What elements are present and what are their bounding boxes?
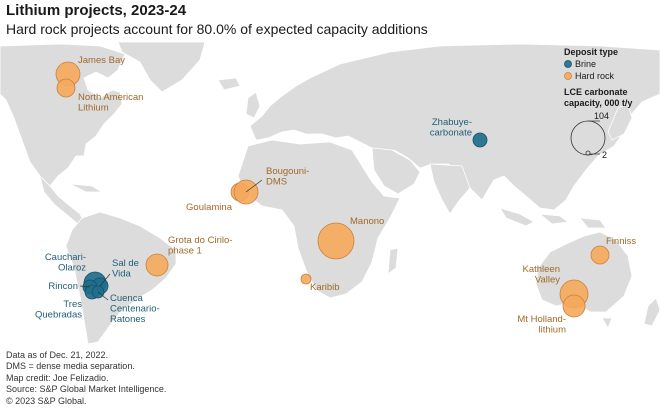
bubble-grota-do-cirilo[interactable] [145,253,169,277]
legend-size-large-label: 104 [594,111,609,121]
footer-notes: Data as of Dec. 21, 2022. DMS = dense me… [6,350,166,407]
landmass-india [429,163,471,215]
legend-deposit-heading: Deposit type [564,47,618,57]
landmass-arabia [371,147,421,195]
landmass-uk [245,91,261,119]
leader-sal-de-vida [99,273,111,287]
legend-capacity-heading-1: LCE carbonate [564,87,628,97]
landmass-africa [237,139,401,299]
leader-lines [79,179,263,301]
label-tres-quebradas: Tres Quebradas [35,299,82,321]
label-grota: Grota do Cirilo-phase 1 [168,235,232,257]
landmass-tasmania [601,317,613,329]
legend-brine-label: Brine [575,59,596,69]
leader-bougouni [245,179,263,193]
footer-line: © 2023 S&P Global. [6,395,87,406]
footer-line: Source: S&P Global Market Intelligence. [6,384,167,395]
legend: Deposit type Brine Hard rock LCE carbona… [564,47,632,160]
label-mt-holland: Mt Holland-lithium [517,314,566,336]
legend-hardrock-label: Hard rock [575,71,615,81]
footer-line: Map credit: Joe Felizadio. [6,372,109,383]
legend-size-small [585,150,591,156]
legend-hardrock-swatch [564,72,572,80]
bubble-north-american-lithium[interactable] [56,78,76,98]
bubble-karibib[interactable] [300,273,312,285]
label-cauchari-olaroz: Cauchari-Olaroz [45,252,86,274]
label-rincon: Rincon [48,281,78,292]
map-subtitle: Hard rock projects account for 80.0% of … [6,21,428,37]
landmass-indonesia [499,207,607,229]
label-zhabuye: Zhabuye-carbonate [430,117,472,139]
bubble-finniss[interactable] [590,245,610,265]
landmass-japan [607,103,633,141]
landmass-eurasia [249,43,660,211]
landmass-new-zealand [643,297,660,327]
label-finniss: Finniss [606,236,636,247]
landmass-central-america [39,174,85,225]
bubble-manono[interactable] [317,222,355,260]
label-kathleen-valley: Kathleen Valley [522,264,560,286]
label-goulamina: Goulamina [186,202,233,213]
landmass-caribbean [69,183,104,193]
project-bubbles [55,61,610,318]
label-bougouni: Bougouni-DMS [266,166,309,188]
landmass-north-america [0,43,126,187]
landmasses [0,41,660,345]
label-james-bay: James Bay [78,55,125,66]
leader-rincon [79,285,91,288]
legend-capacity-heading-2: capacity, 000 t/y [564,98,632,108]
landmass-iceland [217,77,241,91]
bubble-zhabuye[interactable] [472,132,488,148]
landmass-greenland [117,41,206,93]
label-cuenca: Cuenca Centenario-Ratones [110,293,160,325]
world-map: James Bay North American Lithium Zhabuye-… [0,41,660,345]
label-sal-de-vida: Sal de Vida [112,258,139,280]
map-title: Lithium projects, 2023-24 [6,2,187,19]
label-north-american-lithium: North American Lithium [78,92,143,114]
footer-line: DMS = dense media separation. [6,361,135,372]
leader-cuenca [97,291,109,301]
footer-line: Data as of Dec. 21, 2022. [6,350,109,360]
bubble-mt-holland[interactable] [562,294,586,318]
label-manono: Manono [350,216,384,227]
legend-size-small-label: 2 [602,150,607,160]
landmass-madagascar [387,247,399,275]
landmass-south-america [65,211,177,345]
legend-brine-swatch [564,60,572,68]
label-karibib: Karibib [310,282,340,293]
project-labels: James Bay North American Lithium Zhabuye-… [35,55,636,336]
